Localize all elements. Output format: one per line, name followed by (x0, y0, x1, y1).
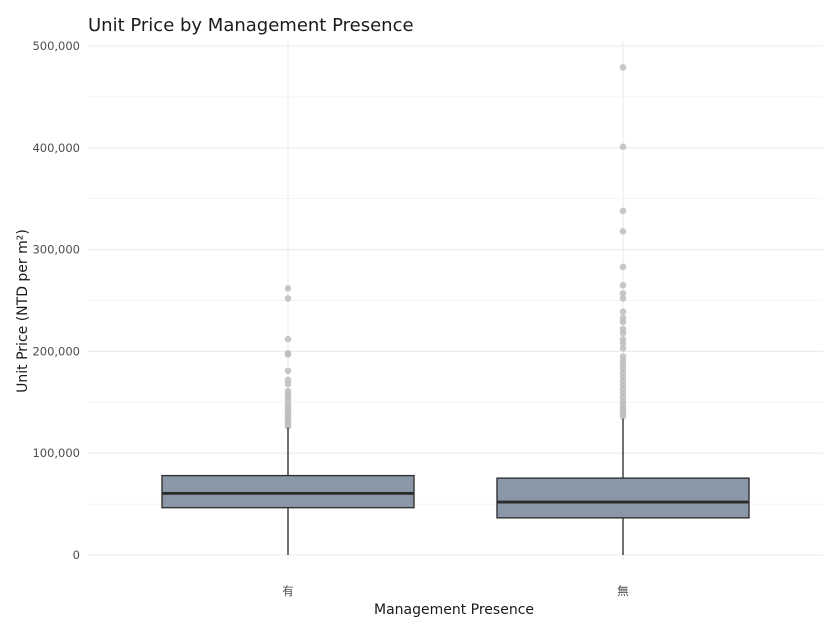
outlier-point (619, 227, 627, 235)
outlier-point (619, 143, 627, 151)
iqr-box (161, 474, 415, 509)
outlier-point (284, 422, 292, 430)
x-tick-label: 有 (282, 584, 294, 598)
outlier-point (619, 207, 627, 215)
outlier-point (619, 263, 627, 271)
y-tick-label: 0 (73, 548, 80, 562)
outlier-point (619, 318, 627, 326)
y-axis-title: Unit Price (NTD per m²) (15, 229, 31, 393)
y-tick-label: 500,000 (32, 39, 80, 53)
outlier-point (619, 281, 627, 289)
outlier-point (619, 345, 627, 352)
outlier-point (284, 367, 292, 375)
y-axis-ticks: 0 100,000 200,000 300,000 400,000 500,000 (32, 39, 80, 562)
outlier-point (619, 339, 627, 347)
outlier-point (284, 335, 292, 343)
x-axis-title: Management Presence (374, 602, 534, 618)
x-axis-ticks: 有無 (282, 584, 629, 598)
outlier-point (619, 295, 627, 302)
y-tick-label: 400,000 (32, 141, 80, 155)
boxes (161, 64, 750, 555)
outlier-point (619, 308, 627, 315)
outlier-point (619, 290, 627, 297)
outlier-point (284, 295, 292, 302)
y-tick-label: 300,000 (32, 243, 80, 257)
outlier-point (284, 380, 292, 388)
x-tick-label: 無 (617, 584, 629, 598)
outlier-point (284, 284, 292, 292)
y-tick-label: 200,000 (32, 344, 80, 358)
chart-title: Unit Price by Management Presence (88, 15, 414, 36)
box-group (496, 64, 750, 555)
iqr-box (496, 477, 750, 519)
outlier-point (619, 64, 627, 71)
box-group (161, 284, 415, 555)
y-tick-label: 100,000 (32, 446, 80, 460)
outlier-point (284, 351, 292, 358)
outlier-point (619, 413, 627, 420)
outlier-point (619, 329, 627, 337)
